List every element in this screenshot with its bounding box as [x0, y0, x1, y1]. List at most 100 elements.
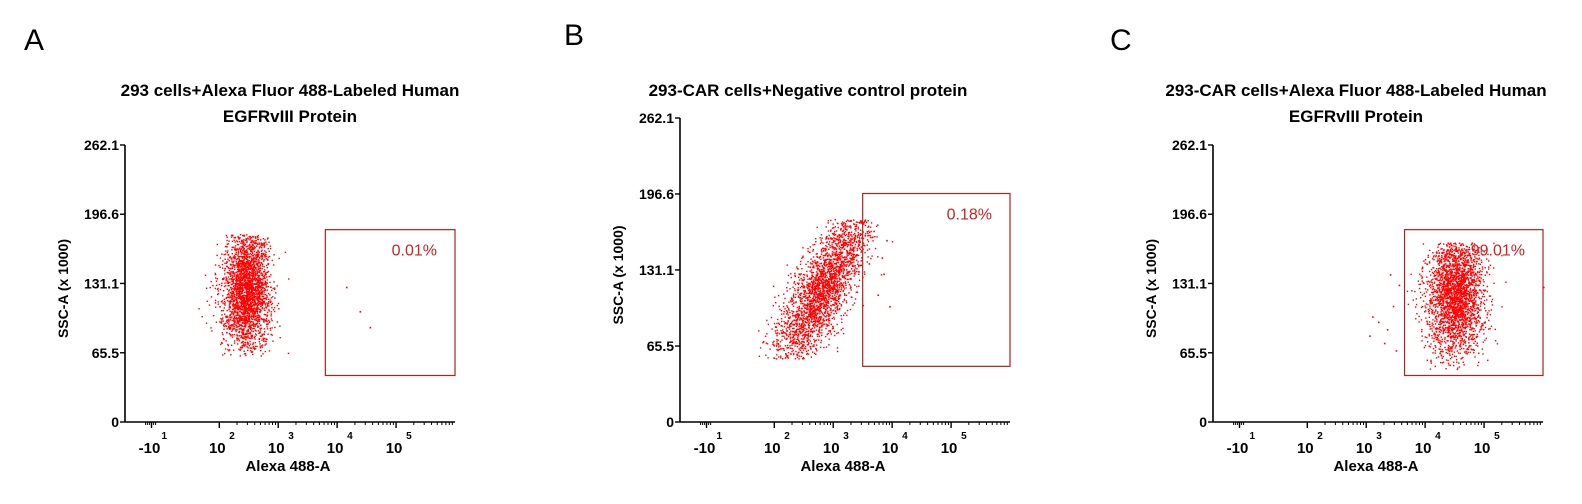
event-dot — [836, 296, 837, 297]
event-dot — [805, 295, 806, 296]
event-dot — [781, 310, 782, 311]
event-dot — [833, 237, 834, 238]
event-dot — [227, 349, 228, 350]
event-dot — [834, 240, 835, 241]
event-dot — [828, 278, 829, 279]
event-dot — [835, 270, 836, 271]
event-dot — [232, 277, 233, 278]
event-dot — [221, 320, 222, 321]
event-dot — [256, 254, 257, 255]
event-dot — [234, 311, 235, 312]
event-dot — [222, 332, 223, 333]
event-dot — [867, 233, 868, 234]
event-dot — [249, 305, 250, 306]
event-dot — [267, 324, 268, 325]
event-dot — [789, 312, 790, 313]
event-dot — [817, 268, 818, 269]
event-dot — [240, 299, 241, 300]
event-dot — [252, 275, 253, 276]
event-dot — [817, 273, 818, 274]
event-dot — [815, 285, 816, 286]
event-dot — [221, 342, 222, 343]
event-dot — [857, 261, 858, 262]
event-dot — [237, 304, 238, 305]
event-dot — [813, 339, 814, 340]
event-dot — [799, 279, 800, 280]
event-dot — [835, 243, 836, 244]
event-dot — [243, 328, 244, 329]
x-tick-label: 10 — [209, 440, 226, 457]
event-dot — [832, 318, 833, 319]
event-dot — [818, 278, 819, 279]
event-dot — [790, 316, 791, 317]
event-dot — [802, 346, 803, 347]
event-dot — [834, 294, 835, 295]
event-dot — [242, 316, 243, 317]
event-dot — [793, 315, 794, 316]
event-dot — [788, 336, 789, 337]
event-dot — [802, 321, 803, 322]
event-dot — [841, 245, 842, 246]
event-dot — [266, 284, 267, 285]
event-dot — [799, 323, 800, 324]
event-dot — [242, 252, 243, 253]
event-dot — [218, 304, 219, 305]
event-dot — [833, 317, 834, 318]
event-dot — [240, 325, 241, 326]
event-dot — [831, 324, 832, 325]
event-dot — [257, 316, 258, 317]
event-dot — [273, 281, 274, 282]
event-dot — [222, 264, 223, 265]
event-dot — [808, 333, 809, 334]
event-dot — [825, 328, 826, 329]
event-dot — [807, 308, 808, 309]
event-dot — [788, 334, 789, 335]
event-dot — [823, 274, 824, 275]
event-dot — [819, 323, 820, 324]
event-dot — [249, 278, 250, 279]
event-dot — [799, 328, 800, 329]
event-dot — [255, 242, 256, 243]
event-dot — [851, 249, 852, 250]
event-dot — [843, 273, 844, 274]
event-dot — [796, 266, 797, 267]
outlier-dot — [883, 274, 885, 276]
event-dot — [230, 354, 231, 355]
event-dot — [244, 336, 245, 337]
event-dot — [262, 245, 263, 246]
event-dot — [846, 253, 847, 254]
event-dot — [786, 339, 787, 340]
event-dot — [252, 269, 253, 270]
event-dot — [814, 327, 815, 328]
event-dot — [249, 236, 250, 237]
event-dot — [809, 314, 810, 315]
event-dot — [852, 270, 853, 271]
event-dot — [238, 349, 239, 350]
event-dot — [803, 316, 804, 317]
event-dot — [252, 247, 253, 248]
event-dot — [230, 317, 231, 318]
event-dot — [839, 308, 840, 309]
event-dot — [247, 248, 248, 249]
event-dot — [242, 250, 243, 251]
event-dot — [258, 267, 259, 268]
event-dot — [260, 350, 261, 351]
event-dot — [840, 241, 841, 242]
event-dot — [791, 345, 792, 346]
event-dot — [786, 328, 787, 329]
event-dot — [793, 324, 794, 325]
event-dot — [270, 245, 271, 246]
event-dot — [261, 247, 262, 248]
event-dot — [830, 297, 831, 298]
event-dot — [842, 225, 843, 226]
event-dot — [243, 265, 244, 266]
event-dot — [818, 285, 819, 286]
event-dot — [259, 272, 260, 273]
event-dot — [832, 295, 833, 296]
event-dot — [229, 270, 230, 271]
event-dot — [218, 290, 219, 291]
event-dot — [261, 336, 262, 337]
event-dot — [251, 292, 252, 293]
event-dot — [814, 353, 815, 354]
event-dot — [255, 236, 256, 237]
